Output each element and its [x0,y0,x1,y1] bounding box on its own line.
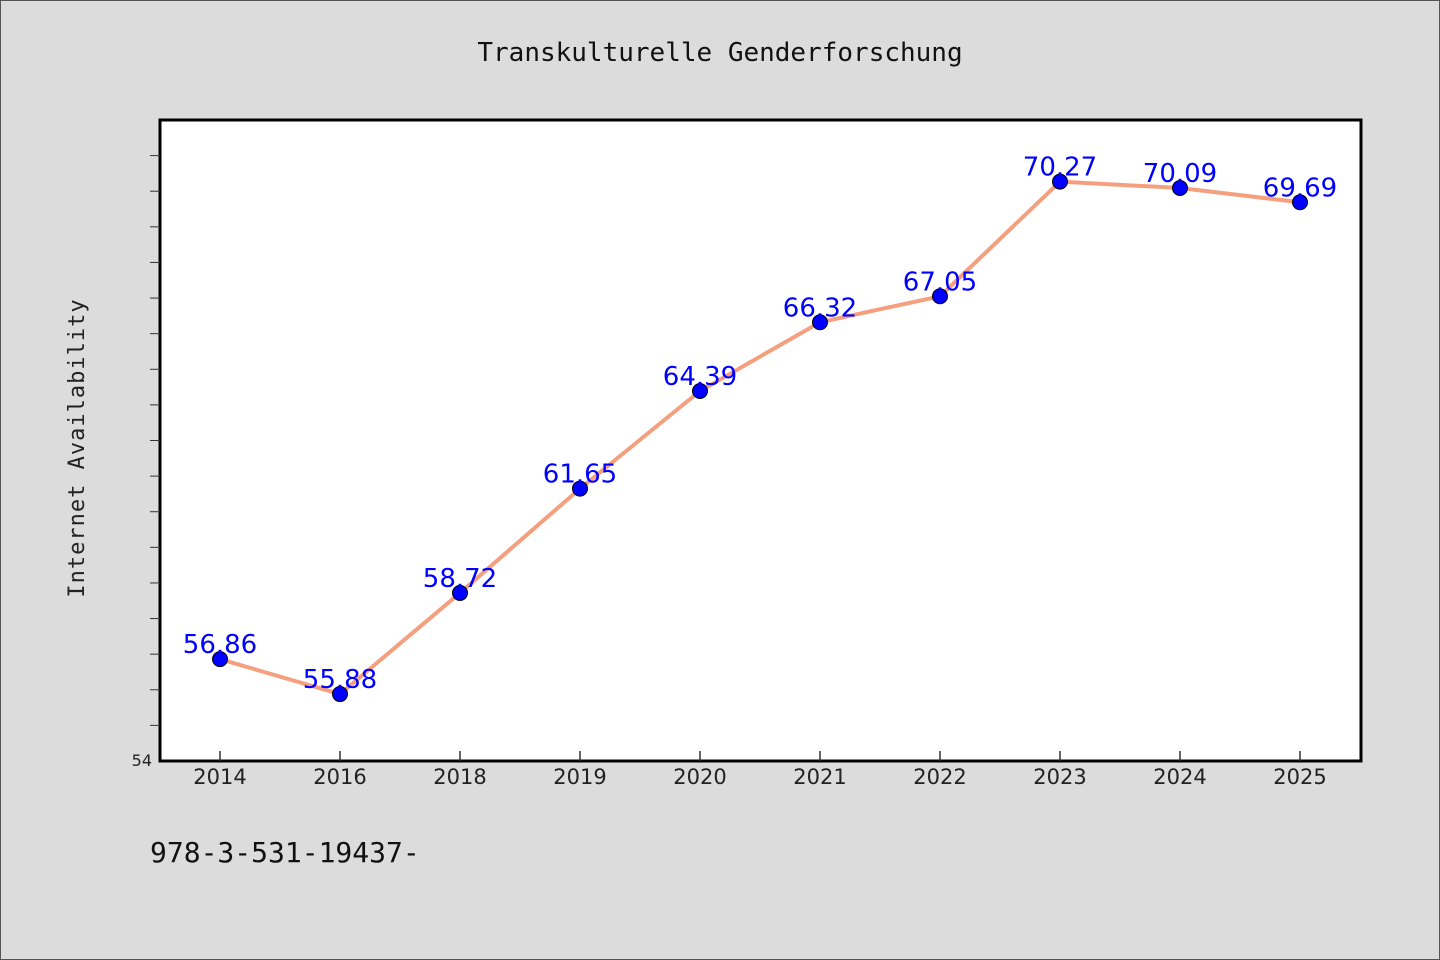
data-point [212,651,228,668]
data-labels-layer: 56.86 55.88 58.72 61.65 64.39 66.32 67.05 70.27… [183,153,1337,695]
x-axis-ticks: 2014 2016 2018 2019 2020 2021 2022 2023 2024 2025 [193,751,1327,789]
x-tick-label: 2024 [1153,765,1206,789]
x-tick-label: 2020 [673,765,726,789]
data-label: 56.86 [183,630,257,660]
data-point [1172,180,1188,197]
x-tick-label: 2022 [913,765,966,789]
data-point [332,686,348,703]
data-point [812,314,828,331]
data-point [692,383,708,400]
data-label: 70.09 [1143,159,1217,189]
y-tick-label: 54 [132,751,152,770]
data-label: 70.27 [1023,153,1097,183]
data-label: 61.65 [543,460,617,490]
data-point [932,288,948,305]
x-tick-label: 2016 [313,765,366,789]
x-tick-label: 2018 [433,765,486,789]
data-point [452,584,468,601]
chart-title: Transkulturelle Genderforschung [477,38,962,68]
data-point [1292,194,1308,211]
x-tick-label: 2025 [1273,765,1326,789]
series-layer [212,173,1308,703]
y-axis-label: Internet Availability [65,298,90,597]
data-label: 67.05 [903,267,977,297]
footer-text: 978-3-531-19437- [150,836,420,869]
x-tick-label: 2023 [1033,765,1086,789]
data-label: 69.69 [1263,173,1337,203]
data-label: 58.72 [423,564,497,594]
data-label: 55.88 [303,665,377,695]
y-axis-ticks: 54 [132,155,160,770]
data-point [572,480,588,497]
x-tick-label: 2019 [553,765,606,789]
data-label: 66.32 [783,293,857,323]
x-tick-label: 2021 [793,765,846,789]
plot-area [158,118,1363,763]
data-label: 64.39 [663,362,737,392]
x-tick-label: 2014 [193,765,246,789]
series-line [218,179,1302,697]
data-point [1052,173,1068,190]
